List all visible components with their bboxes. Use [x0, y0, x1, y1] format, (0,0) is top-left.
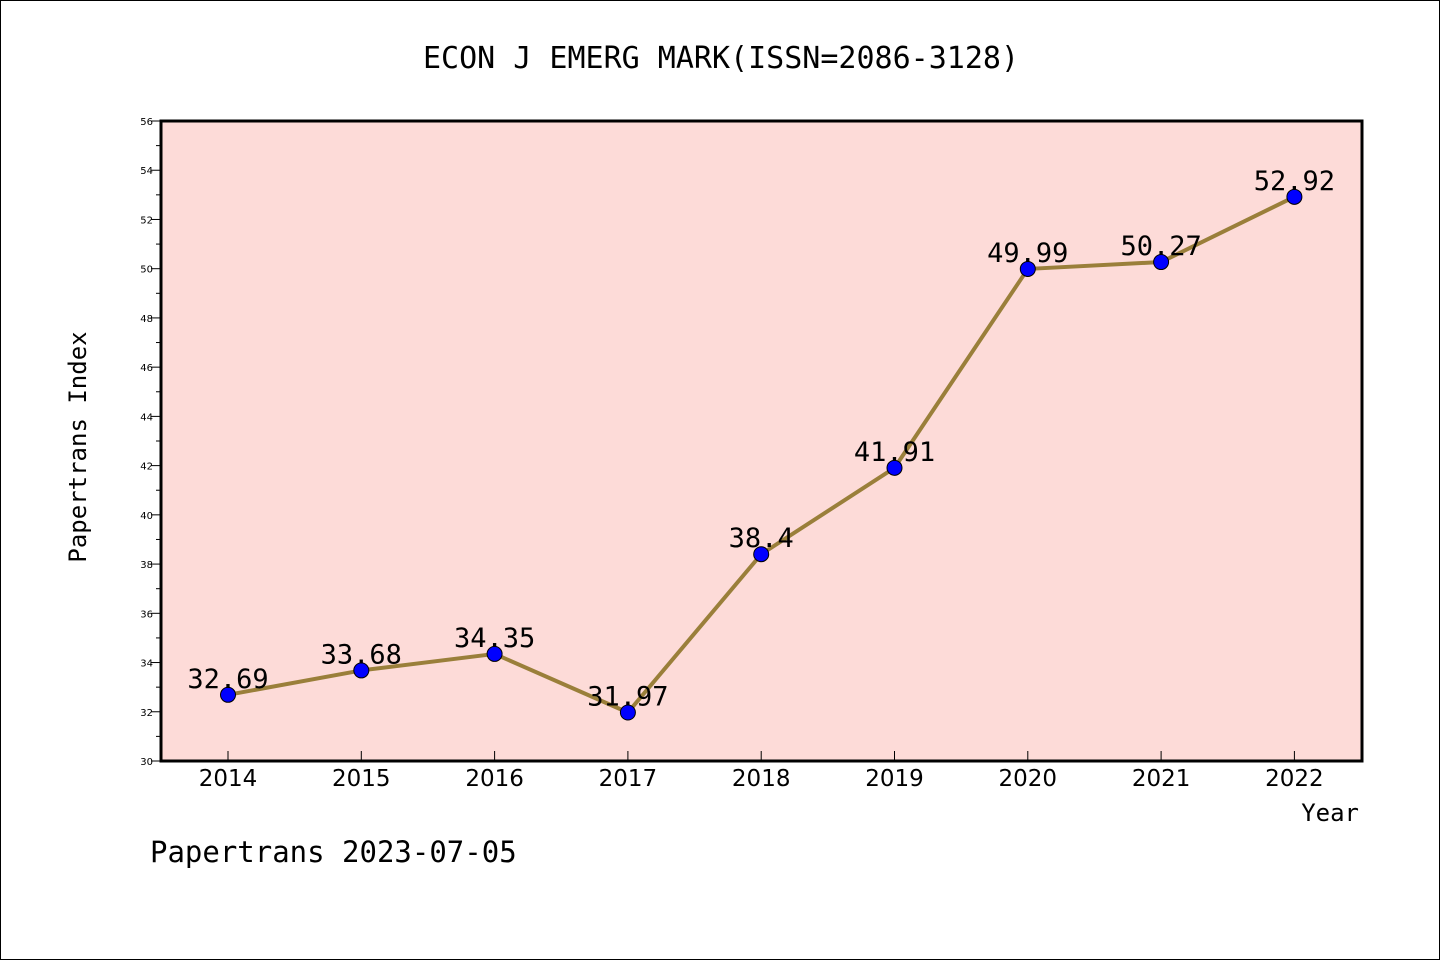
x-tick-label: 2017	[599, 766, 658, 792]
y-tick-label: 54	[140, 166, 153, 177]
y-tick-label: 56	[140, 117, 153, 128]
data-point	[1286, 188, 1303, 205]
x-tick-label: 2021	[1132, 766, 1191, 792]
y-tick-label: 36	[140, 609, 153, 620]
y-tick-label: 52	[140, 215, 153, 226]
data-label: 33.68	[321, 639, 402, 670]
data-point	[1153, 254, 1170, 271]
x-tick-label: 2019	[865, 766, 924, 792]
data-label: 49.99	[987, 238, 1068, 269]
y-tick-label: 44	[140, 412, 153, 423]
data-point	[753, 546, 770, 563]
x-axis: 2014 2015 2016 2017 2018 2019 2020 2021 2022	[199, 751, 1324, 792]
data-point	[220, 686, 236, 703]
y-axis-label: Papertrans Index	[64, 331, 92, 562]
data-point	[486, 645, 503, 662]
chart-title: ECON J EMERG MARK(ISSN=2086-3128)	[423, 41, 1019, 76]
y-axis: 30 32 34 36 38 40 42 44 46 48 50 52 54 56	[140, 117, 161, 768]
x-axis-label: Year	[1301, 799, 1359, 827]
x-tick-label: 2014	[199, 766, 258, 792]
data-point	[886, 459, 903, 476]
x-tick-label: 2015	[332, 766, 391, 792]
footer-stamp: Papertrans 2023-07-05	[150, 835, 517, 869]
x-tick-label: 2022	[1265, 766, 1324, 792]
data-point	[353, 662, 370, 679]
y-tick-label: 30	[140, 757, 153, 768]
x-tick-label: 2020	[999, 766, 1058, 792]
data-label: 41.91	[854, 437, 935, 468]
plot-area	[159, 119, 1364, 763]
x-tick-label: 2016	[465, 766, 524, 792]
data-point	[619, 704, 636, 721]
data-label: 32.69	[187, 664, 268, 695]
data-label: 38.4	[729, 523, 794, 554]
y-tick-label: 42	[140, 462, 153, 473]
data-label: 34.35	[454, 623, 535, 654]
data-label: 52.92	[1254, 166, 1335, 197]
data-labels: 32.69 33.68 34.35 31.97 38.4 41.91 49.99 50.27 5…	[187, 166, 1335, 713]
y-tick-label: 34	[140, 659, 153, 670]
y-tick-label: 32	[140, 708, 153, 719]
y-tick-label: 38	[140, 560, 153, 571]
y-tick-label: 48	[140, 314, 153, 325]
y-tick-label: 46	[140, 363, 153, 374]
data-series	[220, 188, 1303, 721]
data-label: 50.27	[1120, 231, 1201, 262]
data-label: 31.97	[587, 682, 668, 713]
data-point	[1019, 260, 1036, 277]
y-tick-label: 40	[140, 511, 153, 522]
y-tick-label: 50	[140, 265, 153, 276]
x-tick-label: 2018	[732, 766, 791, 792]
